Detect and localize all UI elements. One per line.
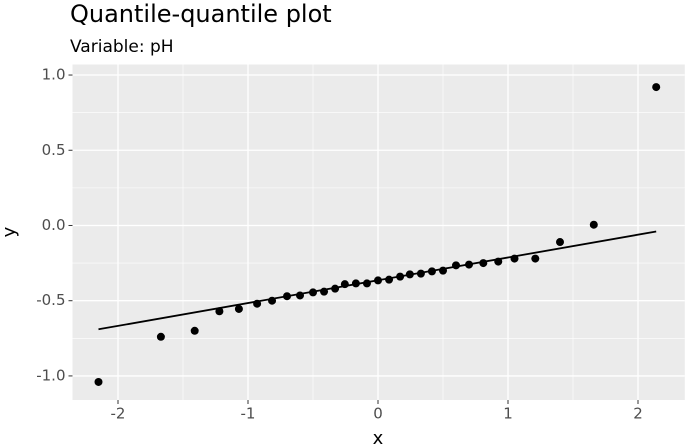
chart-subtitle: Variable: pH	[70, 37, 174, 57]
point	[439, 266, 447, 275]
point	[396, 272, 405, 281]
point	[416, 269, 425, 278]
point	[427, 267, 436, 276]
x-axis-label: x	[373, 428, 384, 448]
point	[215, 307, 224, 316]
y-axis-label: y	[0, 226, 20, 237]
point	[589, 220, 598, 229]
x-tick-label: 2	[633, 405, 643, 423]
x-tick-label: 0	[373, 405, 383, 423]
point	[362, 279, 371, 288]
point	[94, 377, 103, 386]
point	[374, 276, 382, 285]
y-tick-label: 0.0	[42, 216, 66, 234]
point	[494, 257, 503, 266]
point	[340, 280, 349, 289]
point	[234, 304, 243, 313]
y-tick-label: -1.0	[36, 366, 65, 384]
x-tick-label: -2	[111, 405, 126, 423]
point	[385, 275, 394, 284]
point	[190, 326, 199, 335]
x-tick-label: 1	[503, 405, 513, 423]
y-tick-label: -0.5	[36, 291, 65, 309]
point	[556, 238, 564, 247]
point	[405, 270, 414, 279]
y-tick-label: 1.0	[42, 66, 66, 84]
point	[320, 287, 329, 296]
point	[479, 259, 488, 268]
point	[253, 299, 262, 308]
point	[452, 261, 460, 270]
y-tick-label: 0.5	[42, 141, 66, 159]
point	[296, 291, 304, 300]
point	[331, 284, 340, 293]
point	[156, 332, 165, 341]
x-tick-label: -1	[241, 405, 256, 423]
chart-title: Quantile-quantile plot	[70, 0, 332, 28]
point	[283, 292, 291, 301]
point	[351, 279, 360, 288]
point	[652, 83, 661, 92]
point	[531, 254, 540, 263]
point	[510, 254, 519, 263]
point	[268, 296, 277, 305]
point	[309, 288, 317, 297]
point	[465, 260, 473, 269]
